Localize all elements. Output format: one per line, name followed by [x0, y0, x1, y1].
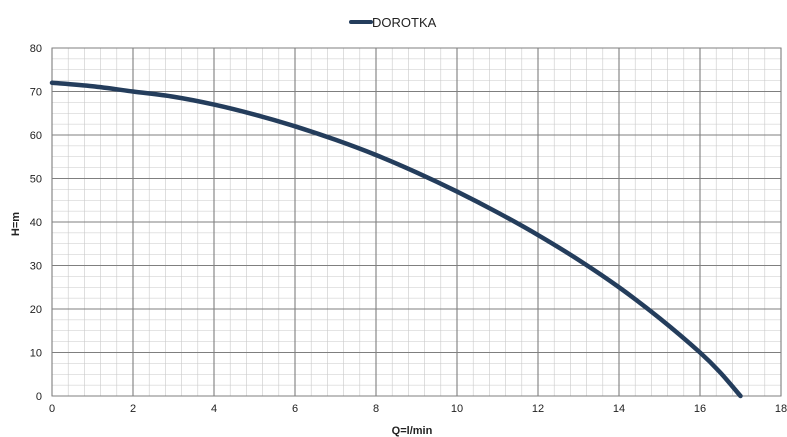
x-tick-label: 0 [49, 403, 55, 415]
series-line-0 [49, 80, 743, 399]
x-tick-label: 10 [451, 403, 463, 415]
plot-frame [51, 47, 782, 397]
y-tick-label: 70 [30, 87, 42, 99]
series-layer [49, 80, 743, 399]
plot-border [51, 47, 782, 397]
legend-label: DOROTKA [372, 15, 437, 30]
y-tick-label: 60 [30, 130, 42, 142]
x-tick-label: 14 [613, 403, 625, 415]
y-tick-label: 50 [30, 174, 42, 186]
x-tick-label: 2 [130, 403, 136, 415]
x-tick-label: 6 [292, 403, 298, 415]
legend: DOROTKA [349, 15, 437, 30]
x-tick-labels: 0 2 4 6 8 10 12 14 16 18 [49, 403, 787, 415]
x-tick-label: 16 [694, 403, 706, 415]
x-axis-label: Q=l/min [392, 425, 433, 437]
x-tick-label: 8 [373, 403, 379, 415]
y-axis-label: H=m [10, 212, 22, 236]
y-tick-labels: 0 10 20 30 40 50 60 70 80 [30, 43, 42, 403]
x-tick-label: 12 [532, 403, 544, 415]
x-tick-label: 4 [211, 403, 217, 415]
x-tick-label: 18 [775, 403, 787, 415]
y-tick-label: 10 [30, 348, 42, 360]
y-tick-label: 40 [30, 217, 42, 229]
y-tick-label: 0 [36, 391, 42, 403]
y-tick-label: 20 [30, 304, 42, 316]
major-grid [51, 47, 782, 397]
y-tick-label: 30 [30, 261, 42, 273]
y-tick-label: 80 [30, 43, 42, 55]
